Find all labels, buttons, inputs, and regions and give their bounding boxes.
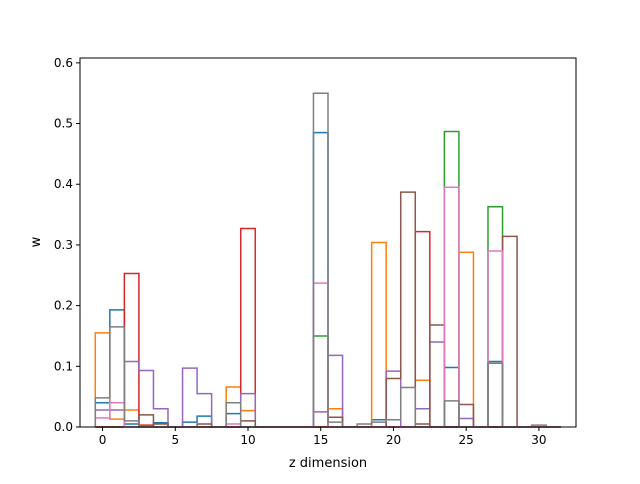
x-axis-label: z dimension: [289, 456, 367, 471]
y-axis: 0.0 0.1 0.2 0.3 0.4 0.5 0.6: [54, 56, 80, 434]
x-tick-label: 15: [313, 433, 328, 447]
x-tick-label: 30: [531, 433, 546, 447]
x-tick-label: 5: [171, 433, 179, 447]
y-tick-label: 0.2: [54, 299, 73, 313]
x-axis: 0 5 10 15 20 25 30: [99, 427, 547, 447]
x-tick-label: 20: [386, 433, 401, 447]
y-tick-label: 0.4: [54, 177, 73, 191]
y-tick-label: 0.5: [54, 117, 73, 131]
plot-frame: [79, 57, 577, 428]
x-tick-label: 10: [240, 433, 255, 447]
y-axis-label: w: [29, 236, 44, 247]
x-tick-label: 25: [459, 433, 474, 447]
y-tick-label: 0.0: [54, 420, 73, 434]
y-tick-label: 0.3: [54, 238, 73, 252]
y-tick-label: 0.1: [54, 359, 73, 373]
y-tick-label: 0.6: [54, 56, 73, 70]
x-tick-label: 0: [99, 433, 107, 447]
